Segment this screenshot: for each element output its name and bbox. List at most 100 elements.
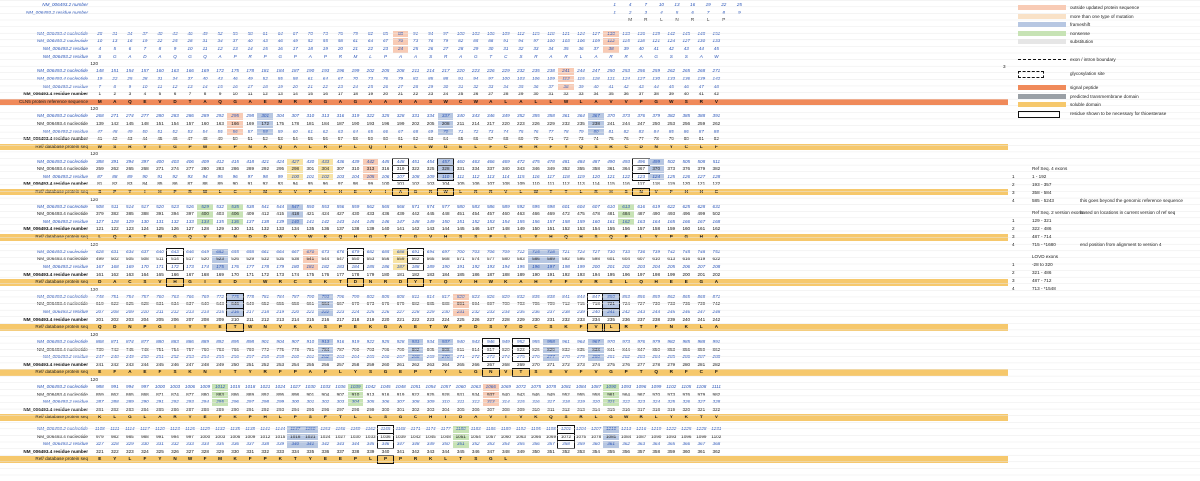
number-cell: 913: [366, 391, 375, 397]
row-label: NM_006493.4 residue number: [23, 361, 88, 367]
number-cell: 1162: [365, 426, 376, 431]
number-cell: 118: [562, 173, 570, 179]
number-cell: 334: [291, 448, 300, 454]
number-cell: 388: [697, 113, 706, 119]
number-cell: 119: [577, 173, 585, 179]
number-cell: 1057: [440, 384, 451, 389]
number-cell: 34: [172, 75, 178, 81]
residue-cell: Y: [188, 324, 192, 330]
number-cell: 64: [367, 38, 374, 44]
residue-cell: H: [609, 188, 613, 194]
number-cell: 673: [321, 248, 330, 254]
residue-cell: S: [323, 324, 327, 330]
residue-cell: C: [233, 188, 237, 194]
number-cell: 149: [517, 226, 525, 232]
row-cells: 247 248 249 250 251 252 253 254 255 256 257 258 259 2…: [92, 353, 1008, 362]
number-cell: 229: [517, 316, 525, 322]
number-cell: 1051: [410, 384, 421, 389]
number-cell: 337: [246, 441, 254, 447]
number-cell: 811: [457, 346, 465, 352]
residue-cell: Q: [338, 234, 343, 239]
number-cell: 352: [562, 448, 570, 454]
number-cell: 754: [126, 293, 134, 299]
row-cells: 1 4 7 10 13 16 19 22 25: [92, 2, 1008, 9]
residue-cell: G: [684, 234, 689, 239]
residue-cell: K: [98, 414, 102, 420]
number-cell: 195: [607, 271, 615, 277]
number-cell: 255: [306, 361, 315, 367]
number-cell: 370: [648, 166, 664, 173]
number-cell: 763: [216, 346, 224, 352]
number-cell: 793: [366, 346, 375, 352]
number-cell: 427: [336, 211, 345, 217]
number-cell: 751: [712, 248, 721, 254]
number-cell: 192: [562, 271, 570, 277]
sequence-number-row: NM_006493.4 nucleotide 859 862 865 868 871 874…: [0, 391, 1008, 399]
number-cell: 83: [638, 128, 644, 134]
residue-cell: G: [443, 143, 448, 149]
sequence-number-row: NM_006493.2 nucleotide 868 871 874 877 880 883…: [0, 338, 1008, 346]
residue-cell: N: [248, 143, 252, 149]
number-cell: 913: [317, 338, 334, 346]
number-cell: 297: [336, 406, 345, 412]
number-cell: 70: [533, 136, 539, 142]
number-cell: 340: [456, 113, 465, 119]
number-cell: 514: [126, 203, 134, 209]
cell: R: [690, 17, 695, 23]
residue-cell: V: [293, 188, 297, 194]
row-cells: 7 8 9 10 11 12 13 14 15 16 17 18 19 20 21 22 23 24 25 26 27 2…: [92, 83, 1008, 91]
number-cell: 730: [607, 248, 615, 254]
number-cell: 1096: [636, 384, 647, 389]
number-cell: 439: [351, 158, 360, 164]
number-cell: 250: [231, 361, 239, 367]
number-cell: 14: [202, 83, 208, 89]
number-cell: 112: [517, 30, 525, 36]
number-cell: 233: [486, 309, 495, 314]
number-cell: 886: [186, 338, 194, 344]
residue-cell: R: [413, 456, 418, 462]
number-cell: 194: [592, 271, 600, 277]
number-cell: 290: [231, 406, 239, 412]
number-cell: 73: [367, 75, 374, 81]
residue-cell: E: [669, 279, 673, 285]
separator-row: 120: [0, 377, 1008, 384]
number-cell: 350: [441, 441, 450, 447]
residue-cell: W: [157, 234, 163, 239]
number-cell: 82: [112, 181, 118, 187]
number-cell: 122: [110, 226, 119, 232]
number-cell: 39: [668, 91, 674, 97]
number-cell: 328: [712, 399, 721, 405]
number-cell: 187: [486, 271, 495, 277]
number-cell: 314: [592, 406, 600, 412]
number-cell: 211: [156, 309, 164, 314]
number-cell: 361: [607, 166, 615, 172]
number-cell: 61: [307, 75, 313, 81]
residue-cell: Y: [549, 279, 553, 285]
number-cell: 613: [618, 203, 634, 211]
number-cell: 260: [291, 354, 300, 360]
number-cell: 418: [287, 211, 304, 218]
number-cell: 49: [202, 30, 208, 36]
protein-sequence-row: Ref/ database protein seq S P Y I H P R W L C I M K V P…: [0, 188, 1008, 196]
number-cell: 201: [95, 316, 104, 322]
sequence-number-row: NM_006493.2 residue S G A D A Q G Q A P R P G P A P R M L P A…: [0, 54, 1008, 61]
number-cell: 559: [351, 203, 360, 209]
number-cell: 394: [126, 158, 134, 164]
residue-cell: T: [143, 234, 147, 239]
residue-cell: C: [459, 98, 463, 104]
number-cell: 1087: [590, 384, 602, 389]
residue-cell: L: [128, 456, 132, 462]
number-cell: 184: [276, 68, 285, 74]
number-cell: 309: [426, 399, 435, 405]
residue-cell: P: [308, 188, 312, 194]
number-cell: 1099: [651, 384, 662, 389]
number-cell: 340: [501, 166, 510, 172]
residue-cell: P: [143, 324, 147, 330]
number-cell: 406: [186, 158, 194, 164]
number-cell: 125: [667, 173, 676, 179]
number-cell: 10: [97, 38, 103, 44]
number-cell: 775: [276, 346, 285, 352]
number-cell: 172: [216, 68, 224, 74]
number-cell: 109: [517, 181, 525, 187]
number-cell: 565: [426, 256, 435, 262]
